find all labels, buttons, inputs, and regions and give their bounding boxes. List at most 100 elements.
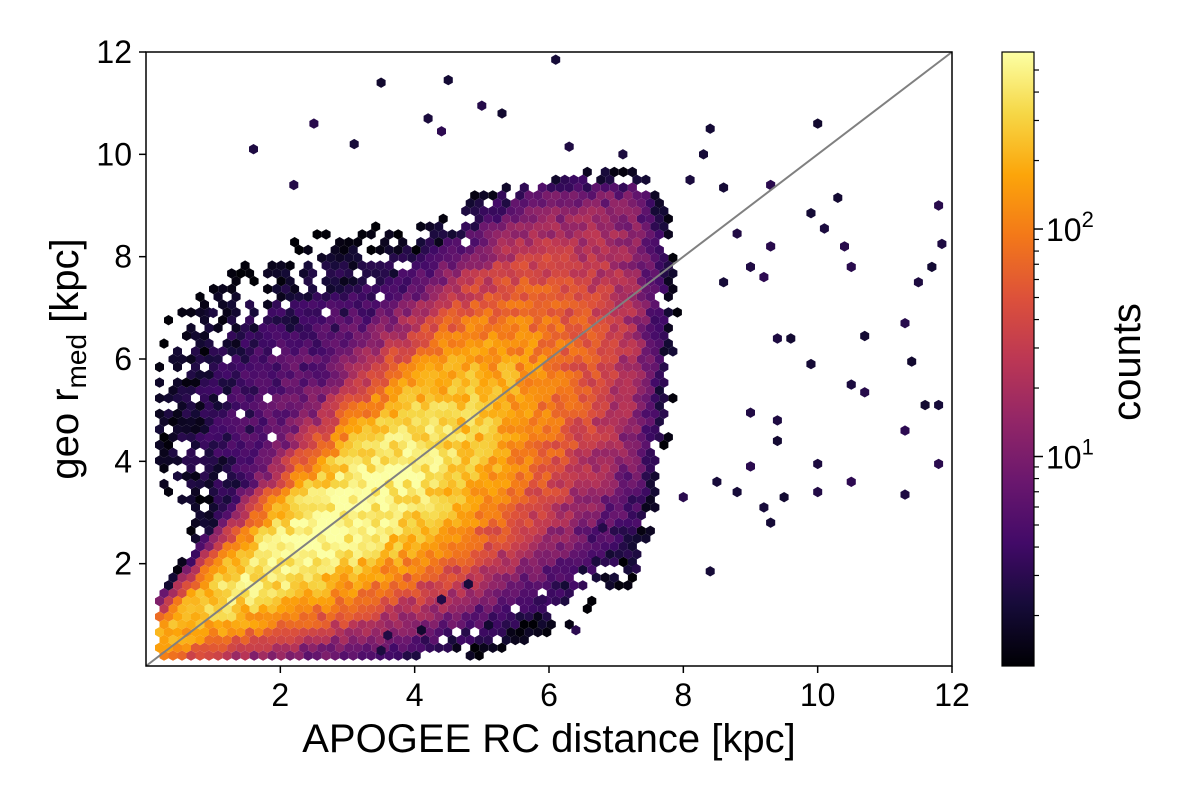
hexbin-cell <box>470 517 480 529</box>
hexbin-cell <box>470 471 480 482</box>
hexbin-cell <box>416 221 426 232</box>
hexbin-cell <box>330 541 340 552</box>
hexbin-cell <box>438 338 448 349</box>
hexbin-cell <box>573 369 583 380</box>
hexbin-cell <box>506 361 516 373</box>
hexbin-cell <box>285 416 295 427</box>
hexbin-cell <box>560 361 570 373</box>
hexbin-cell <box>312 463 322 474</box>
hexbin-cell <box>614 424 624 435</box>
hexbin-cell <box>636 198 646 209</box>
hexbin-cell <box>407 377 417 388</box>
hexbin-cell <box>447 260 457 271</box>
hexbin-cell <box>362 299 372 310</box>
hexbin-cell <box>443 299 453 310</box>
hexbin-cell <box>654 213 664 224</box>
hexbin-cell <box>578 221 588 232</box>
hexbin-cell <box>483 541 493 552</box>
hexbin-cell <box>249 416 259 427</box>
hexbin-cell <box>290 315 300 326</box>
hexbin-cell <box>371 439 381 451</box>
hexbin-cell <box>515 346 525 357</box>
hexbin-cell <box>407 424 417 435</box>
hexbin-cell <box>506 627 516 638</box>
hexbin-cell <box>596 237 606 248</box>
colorbar <box>1001 51 1035 667</box>
hexbin-cell <box>335 533 345 544</box>
hexbin-cell <box>384 572 394 583</box>
hexbin-cell <box>605 205 615 217</box>
hexbin-cell <box>650 455 660 466</box>
hexbin-cell <box>267 354 277 365</box>
hexbin-cell <box>398 642 408 653</box>
hexbin-cell <box>357 510 367 521</box>
hexbin-cell <box>659 221 669 232</box>
y-axis-label: geo rmed [kpc] <box>43 238 92 479</box>
hexbin-cell <box>366 463 376 474</box>
hexbin-cell <box>308 299 318 310</box>
hexbin-cell <box>420 291 430 302</box>
hexbin-cell <box>389 595 399 607</box>
hexbin-cell <box>654 322 664 334</box>
hexbin-cell <box>213 572 223 583</box>
hexbin-cell <box>402 432 412 443</box>
hexbin-cell <box>519 260 529 271</box>
hexbin-cell <box>587 268 597 279</box>
hexbin-cell <box>299 346 309 357</box>
hexbin-cell <box>596 393 606 404</box>
hexbin-cell <box>249 385 259 396</box>
hexbin-cell <box>546 525 556 536</box>
hexbin-cell <box>542 533 552 544</box>
hexbin-cell <box>227 502 237 513</box>
hexbin-cell <box>596 252 606 263</box>
hexbin-cell <box>290 439 300 451</box>
hexbin-cell <box>330 525 340 536</box>
hexbin-cell <box>587 393 597 404</box>
hexbin-cell <box>564 276 574 287</box>
hexbin-cell <box>200 377 209 388</box>
hexbin-cell <box>515 408 525 419</box>
hexbin-cell <box>452 393 462 404</box>
hexbin-cell <box>447 354 457 365</box>
hexbin-cell <box>245 455 255 466</box>
hexbin-cell <box>483 447 493 458</box>
hexbin-cell <box>587 595 597 607</box>
hexbin-outlier-cell <box>249 144 258 155</box>
hexbin-cell <box>240 400 250 412</box>
hexbin-cell <box>506 346 516 357</box>
hexbin-cell <box>294 416 304 427</box>
hexbin-cell <box>281 330 291 341</box>
hexbin-cell <box>582 307 592 318</box>
hexbin-cell <box>618 229 628 240</box>
hexbin-cell <box>560 283 570 295</box>
hexbin-cell <box>582 385 592 396</box>
hexbin-cell <box>204 650 214 661</box>
hexbin-cell <box>456 244 466 256</box>
hexbin-cell <box>501 572 511 583</box>
hexbin-cell <box>587 299 597 310</box>
hexbin-cell <box>411 338 421 349</box>
hexbin-cell <box>515 564 525 575</box>
hexbin-cell <box>276 525 286 536</box>
hexbin-cell <box>461 424 471 435</box>
hexbin-cell <box>218 346 228 357</box>
hexbin-cell <box>173 346 182 357</box>
hexbin-cell <box>164 627 173 638</box>
hexbin-cell <box>303 338 313 349</box>
hexbin-cell <box>416 517 426 529</box>
hexbin-cell <box>573 244 583 256</box>
hexbin-cell <box>632 361 642 373</box>
hexbin-cell <box>470 252 480 263</box>
hexbin-cell <box>276 619 286 630</box>
hexbin-cell <box>519 213 529 224</box>
hexbin-cell <box>335 346 345 357</box>
hexbin-cell <box>299 502 309 513</box>
hexbin-outlier-cell <box>746 261 755 273</box>
hexbin-cell <box>560 393 570 404</box>
hexbin-cell <box>542 486 552 497</box>
hexbin-cell <box>218 283 228 295</box>
hexbin-cell <box>452 549 462 560</box>
hexbin-cell <box>605 346 615 357</box>
hexbin-cell <box>308 517 318 529</box>
hexbin-cell <box>492 322 502 334</box>
